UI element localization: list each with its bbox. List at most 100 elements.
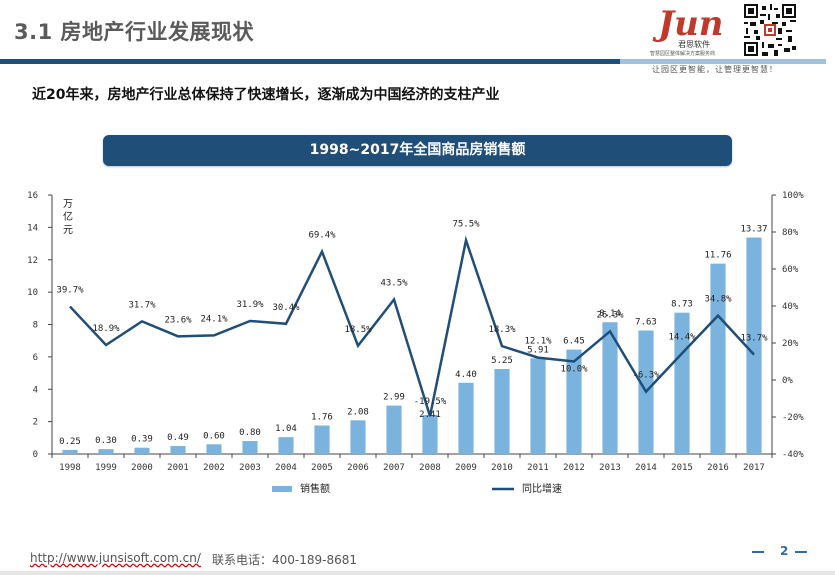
- bar-value-label: 4.40: [455, 370, 477, 380]
- x-axis-tick-label: 1998: [59, 463, 81, 473]
- x-axis-tick-label: 2017: [743, 463, 765, 473]
- footer-website-link[interactable]: http://www.junsisoft.com.cn/: [30, 551, 201, 565]
- right-axis-tick-label: 0%: [782, 376, 793, 386]
- bar-value-label: 1.76: [311, 413, 333, 423]
- y-axis-label-char: 万: [63, 199, 73, 210]
- x-axis-tick-label: 2015: [671, 463, 693, 473]
- bar: [278, 437, 294, 454]
- bar: [710, 263, 726, 454]
- slide-subtitle: 近20年来，房地产行业总体保持了快速增长，逐渐成为中国经济的支柱产业: [32, 87, 500, 103]
- logo-subtitle: 君思软件: [678, 40, 710, 49]
- line-value-label: 18.9%: [92, 324, 120, 334]
- left-axis-tick-label: 16: [27, 191, 38, 201]
- bar: [422, 414, 438, 454]
- x-axis-tick-label: 2012: [563, 463, 585, 473]
- bar: [314, 425, 330, 454]
- x-axis-tick-label: 2014: [635, 463, 657, 473]
- bar-value-label: 7.63: [635, 317, 657, 327]
- bar-value-label: 8.73: [671, 300, 693, 310]
- logo-wordmark: Jun: [658, 4, 724, 44]
- right-axis-tick-label: 100%: [782, 191, 804, 201]
- line-value-label: -19.5%: [414, 397, 447, 407]
- x-axis-tick-label: 2011: [527, 463, 549, 473]
- bar: [62, 449, 78, 454]
- bar: [98, 449, 114, 454]
- left-axis-tick-label: 8: [33, 321, 38, 331]
- line-value-label: 26.3%: [596, 310, 624, 320]
- bar-value-label: 0.30: [95, 436, 117, 446]
- bar-value-label: 0.39: [131, 435, 153, 445]
- x-axis-tick-label: 2006: [347, 463, 369, 473]
- line-value-label: 31.7%: [128, 300, 156, 310]
- bar: [134, 447, 150, 454]
- legend-line-label: 同比增速: [522, 482, 562, 495]
- left-axis-tick-label: 6: [33, 353, 38, 363]
- line-value-label: 43.5%: [380, 279, 408, 289]
- line-value-label: 13.7%: [740, 334, 768, 344]
- bar-value-label: 0.25: [59, 437, 81, 447]
- line-value-label: 24.1%: [200, 314, 228, 324]
- logo-tagline: 智慧园区整体解决方案服务商: [650, 51, 716, 57]
- bar-value-label: 1.04: [275, 424, 297, 434]
- line-value-label: 18.5%: [344, 325, 372, 335]
- left-axis-tick-label: 4: [33, 385, 38, 395]
- bar: [530, 358, 546, 454]
- y-axis-label-char: 亿: [63, 210, 73, 223]
- line-value-label: 14.4%: [668, 332, 696, 342]
- line-value-label: 23.6%: [164, 315, 192, 325]
- bar-value-label: 2.41: [419, 410, 441, 420]
- right-axis-tick-label: 80%: [782, 228, 799, 238]
- left-axis-tick-label: 12: [27, 256, 38, 266]
- line-value-label: -6.3%: [632, 371, 660, 381]
- left-axis-tick-label: 2: [33, 418, 38, 428]
- bar-value-label: 0.60: [203, 431, 225, 441]
- qr-code-icon: [744, 4, 796, 56]
- line-value-label: 31.9%: [236, 300, 264, 310]
- bar-value-label: 2.99: [383, 393, 405, 403]
- growth-line: [69, 235, 755, 417]
- line-value-label: 34.8%: [704, 295, 732, 305]
- right-axis-tick-label: 40%: [782, 302, 799, 312]
- bar-value-label: 0.49: [167, 433, 189, 443]
- slogan-text: 让园区更智能，让管理更智慧！: [652, 65, 778, 74]
- bar-value-label: 2.08: [347, 407, 369, 417]
- x-axis-tick-label: 2010: [491, 463, 513, 473]
- bar: [170, 446, 186, 454]
- left-axis-tick-label: 14: [27, 223, 38, 233]
- chart-title-banner: 1998~2017年全国商品房销售额: [103, 135, 732, 166]
- right-axis-tick-label: 60%: [782, 265, 799, 275]
- bar-value-label: 6.45: [563, 337, 585, 347]
- page-number-right-dash: [795, 551, 807, 553]
- line-value-label: 12.1%: [524, 337, 552, 347]
- bar: [206, 444, 222, 454]
- title-underline-accent: [620, 59, 826, 64]
- x-axis-tick-label: 2005: [311, 463, 333, 473]
- bar-value-label: 0.80: [239, 428, 261, 438]
- x-axis-tick-label: 2009: [455, 463, 477, 473]
- bar-value-label: 5.25: [491, 356, 513, 366]
- footer-url-text: http://www.junsisoft.com.cn/: [30, 551, 201, 565]
- page-title: 3.1 房地产行业发展现状: [14, 20, 255, 44]
- sales-chart: 0 2 4 6 8 10 12 14 16 -40% -20% 0% 20% 40% 60% 80% 100% 万…: [27, 191, 804, 495]
- right-axis-tick-label: 20%: [782, 339, 799, 349]
- x-axis-tick-label: 2003: [239, 463, 261, 473]
- x-axis-tick-label: 2007: [383, 463, 405, 473]
- left-axis-tick-label: 10: [27, 288, 38, 298]
- bar: [746, 237, 762, 454]
- line-value-label: 39.7%: [56, 286, 84, 296]
- x-axis-tick-label: 2000: [131, 463, 153, 473]
- title-underline: [0, 59, 620, 64]
- bar: [566, 349, 582, 454]
- page-number-left-dash: [752, 551, 764, 553]
- right-axis-tick-label: -40%: [782, 450, 804, 460]
- line-value-label: 30.4%: [272, 303, 300, 313]
- x-axis-tick-label: 2001: [167, 463, 189, 473]
- bar: [350, 420, 366, 454]
- bar: [458, 382, 474, 454]
- x-axis-tick-label: 2013: [599, 463, 621, 473]
- page-number: 2: [780, 544, 789, 558]
- company-logo: Jun 君思软件 智慧园区整体解决方案服务商: [650, 4, 750, 57]
- x-axis-tick-label: 2016: [707, 463, 729, 473]
- bar-value-label: 5.91: [527, 345, 549, 355]
- legend-bar-swatch: [272, 486, 292, 492]
